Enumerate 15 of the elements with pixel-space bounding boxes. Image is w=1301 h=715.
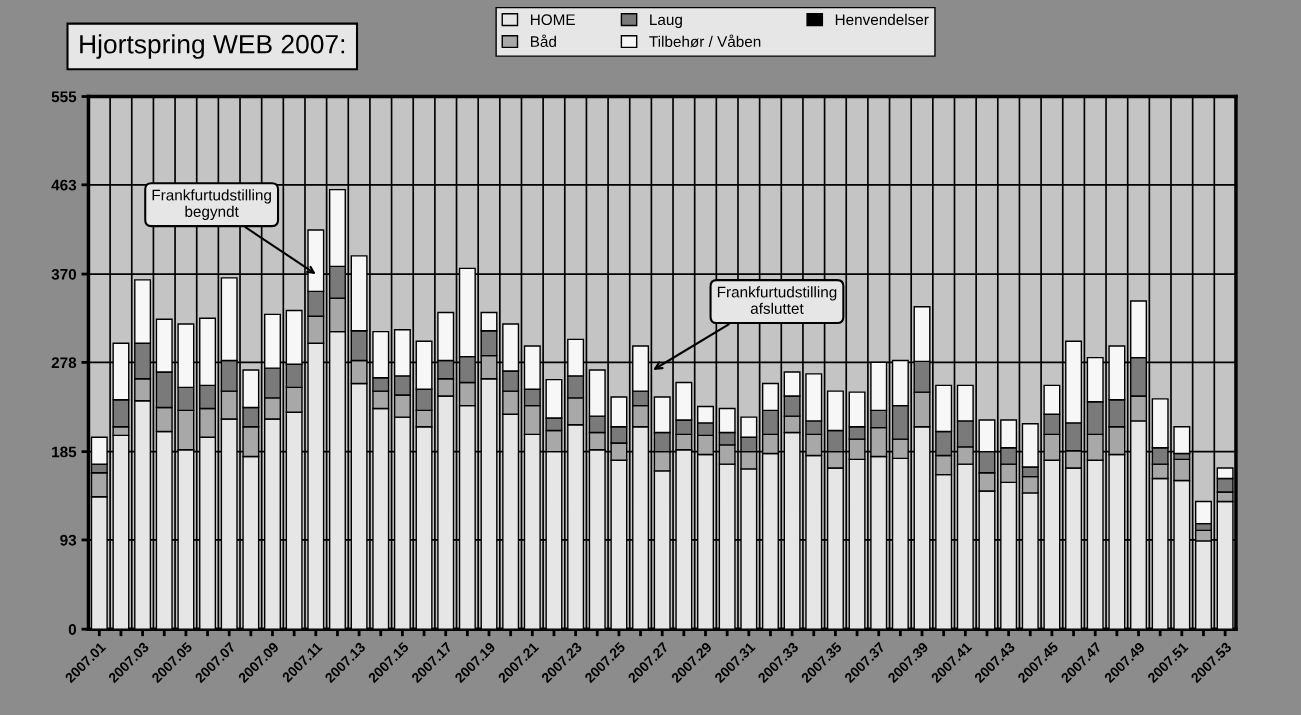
- legend-label: HOME: [530, 14, 575, 26]
- chart-title: Hjortspring WEB 2007:: [80, 34, 345, 59]
- y-tick-label: 0: [68, 624, 77, 635]
- y-tick-label: 555: [51, 91, 77, 103]
- legend-label: Båd: [530, 34, 556, 48]
- y-tick-label: 370: [51, 268, 77, 280]
- y-tick-label: 185: [52, 446, 77, 458]
- y-tick-label: 93: [60, 534, 77, 546]
- y-tick-label: 278: [51, 357, 77, 369]
- annotation: Frankfurtudstilling afsluttet: [717, 286, 837, 314]
- legend-label: Tilbehør / Våben: [649, 34, 761, 48]
- annotation: Frankfurtudstilling begyndt: [152, 189, 271, 220]
- y-tick-label: 463: [51, 179, 77, 191]
- legend-label: Henvendelser: [835, 13, 929, 26]
- legend-label: Laug: [650, 14, 682, 29]
